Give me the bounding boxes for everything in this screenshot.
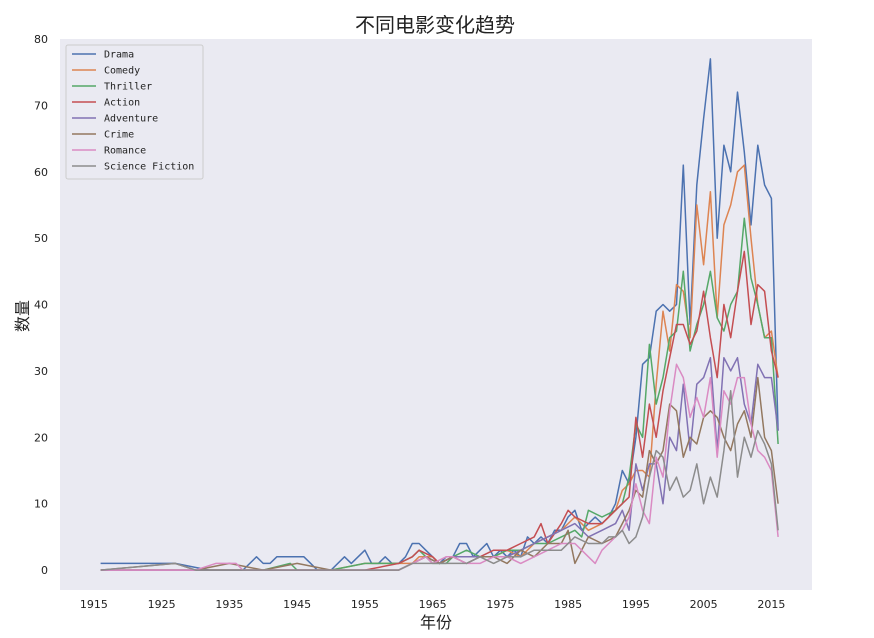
y-tick-label-6: 60	[34, 166, 48, 179]
x-tick-label-2: 1935	[215, 598, 243, 611]
legend-label-5: Crime	[104, 130, 134, 141]
x-tick-label-6: 1975	[486, 598, 514, 611]
x-tick-label-3: 1945	[283, 598, 311, 611]
legend-label-2: Thriller	[104, 82, 152, 93]
series-line-3	[100, 250, 779, 571]
x-tick-label-9: 2005	[690, 598, 718, 611]
legend-label-0: Drama	[104, 50, 134, 61]
legend-box	[65, 44, 204, 180]
chart-title: 不同电影变化趋势	[355, 13, 515, 37]
legend-label-1: Comedy	[104, 66, 140, 77]
y-tick-label-1: 10	[34, 498, 48, 511]
y-tick-label-0: 0	[41, 564, 48, 577]
y-tick-label-2: 20	[34, 431, 48, 444]
y-tick-label-5: 50	[34, 232, 48, 245]
x-tick-label-0: 1915	[80, 598, 108, 611]
legend-label-7: Science Fiction	[104, 162, 194, 173]
y-tick-label-7: 70	[34, 99, 48, 112]
legend-label-4: Adventure	[104, 114, 158, 125]
x-axis: 1915 1925 1935 1945 1955 1965 1975 1985 1995 2005…	[80, 598, 786, 611]
legend: Drama Comedy Thriller Action Adventure Crime R…	[65, 44, 204, 180]
y-axis: 0 10 20 30 40 50 60 70 80	[34, 33, 48, 577]
x-tick-label-8: 1995	[622, 598, 650, 611]
x-tick-label-4: 1955	[351, 598, 379, 611]
y-tick-label-8: 80	[34, 33, 48, 46]
legend-label-3: Action	[104, 98, 140, 109]
x-tick-label-1: 1925	[148, 598, 176, 611]
x-tick-label-5: 1965	[419, 598, 447, 611]
y-tick-label-3: 30	[34, 365, 48, 378]
x-tick-label-10: 2015	[757, 598, 785, 611]
y-tick-label-4: 40	[34, 299, 48, 312]
y-axis-label: 数量	[13, 300, 32, 332]
x-axis-label: 年份	[420, 613, 452, 632]
legend-label-6: Romance	[104, 146, 146, 157]
x-tick-label-7: 1985	[554, 598, 582, 611]
series-line-7	[100, 390, 779, 571]
series-layer	[100, 58, 779, 571]
